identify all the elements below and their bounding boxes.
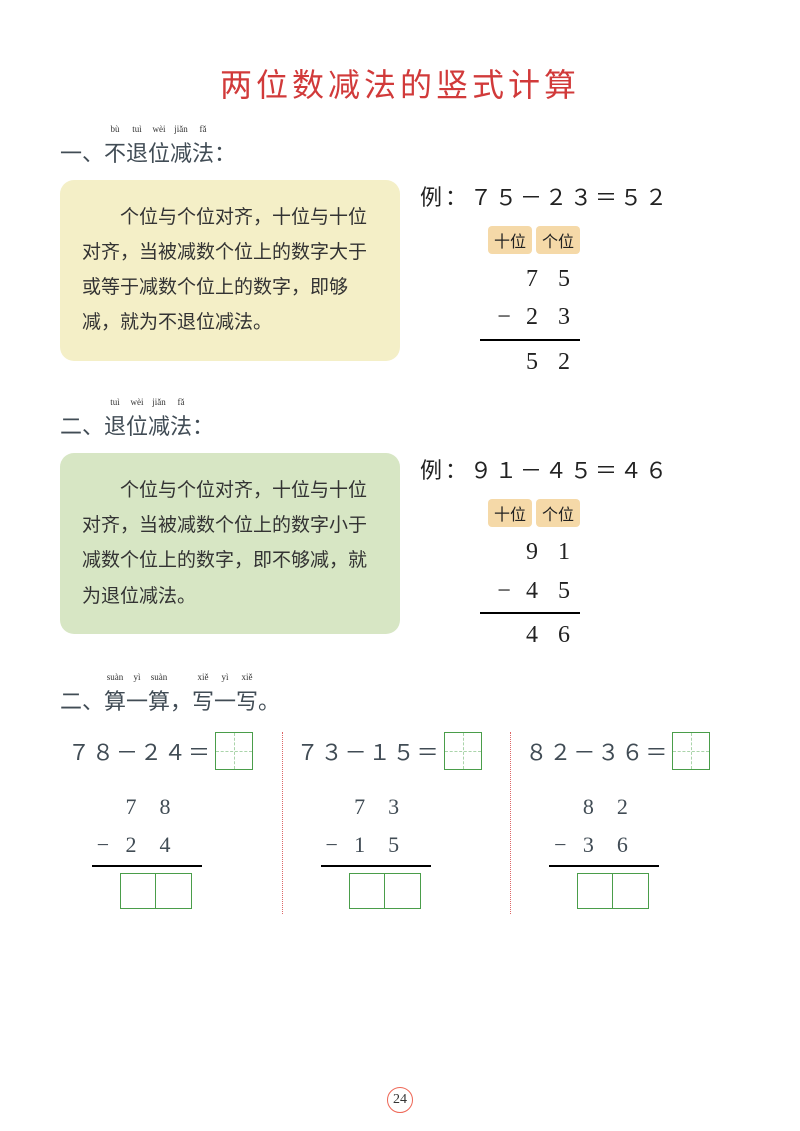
d: 6 bbox=[548, 616, 580, 654]
p-answer-row bbox=[349, 873, 431, 909]
calc1-sub: −23 bbox=[480, 298, 580, 336]
section2-pinyin: tuìwèijiǎnfǎ bbox=[104, 397, 192, 407]
example2-eq-text: ９１－４５＝４６ bbox=[470, 458, 670, 483]
section2-prefix: 二、 bbox=[60, 414, 104, 439]
p-answer-row bbox=[120, 873, 202, 909]
answer-box[interactable] bbox=[215, 732, 253, 770]
example1-vertical: 十位 个位 75 −23 52 bbox=[480, 226, 580, 381]
column-divider bbox=[510, 732, 511, 914]
section2-explain-box: 个位与个位对齐，十位与十位对齐，当被减数个位上的数字小于减数个位上的数字，即不够… bbox=[60, 453, 400, 634]
example1-eq-text: ７５－２３＝５２ bbox=[470, 185, 670, 210]
d: 4 bbox=[516, 616, 548, 654]
section2-heading-text: 退位减法： bbox=[104, 414, 214, 439]
calc1-top: 75 bbox=[480, 260, 580, 298]
p-sub: −15 bbox=[321, 826, 431, 863]
d: 9 bbox=[516, 533, 548, 571]
practice-vertical: 73 −15 bbox=[321, 788, 431, 909]
section2-heading: tuìwèijiǎnfǎ 二、退位减法： bbox=[60, 409, 740, 441]
example1-equation: 例：７５－２３＝５２ bbox=[420, 180, 740, 212]
example2-vertical: 十位 个位 91 −45 46 bbox=[480, 499, 580, 654]
calc1-line bbox=[480, 339, 580, 341]
section3-heading-text: 算一算，写一写。 bbox=[104, 689, 280, 714]
practice-problem: ７３－１５＝ 73 −15 bbox=[289, 732, 512, 914]
d: 5 bbox=[548, 572, 580, 610]
p-sub: −36 bbox=[549, 826, 659, 863]
section2-row: 个位与个位对齐，十位与十位对齐，当被减数个位上的数字小于减数个位上的数字，即不够… bbox=[60, 453, 740, 654]
answer-cell[interactable] bbox=[577, 873, 613, 909]
d: 5 bbox=[516, 343, 548, 381]
practice-eq: ８２－３６＝ bbox=[525, 732, 732, 770]
section3-prefix: 二、 bbox=[60, 689, 104, 714]
eq-text: ７３－１５＝ bbox=[297, 735, 441, 767]
minus-sign: − bbox=[492, 572, 516, 610]
section2-example: 例：９１－４５＝４６ 十位 个位 91 −45 46 bbox=[420, 453, 740, 654]
label-ones: 个位 bbox=[536, 499, 580, 527]
calc2-result: 46 bbox=[480, 616, 580, 654]
answer-cell[interactable] bbox=[385, 873, 421, 909]
label-tens: 十位 bbox=[488, 226, 532, 254]
practice-problem: ７８－２４＝ 78 −24 bbox=[60, 732, 283, 914]
d: 1 bbox=[548, 533, 580, 571]
practice-eq: ７８－２４＝ bbox=[68, 732, 275, 770]
calc2-line bbox=[480, 612, 580, 614]
section1-example: 例：７５－２３＝５２ 十位 个位 75 −23 52 bbox=[420, 180, 740, 381]
answer-cell[interactable] bbox=[156, 873, 192, 909]
section1-heading: bùtuìwèijiǎnfǎ 一、不退位减法： bbox=[60, 136, 740, 168]
section3-pinyin: suànyìsuànxiěyìxiě bbox=[104, 672, 258, 682]
section1-prefix: 一、 bbox=[60, 141, 104, 166]
d: 3 bbox=[548, 298, 580, 336]
example1-place-labels: 十位 个位 bbox=[480, 226, 580, 254]
answer-cell[interactable] bbox=[120, 873, 156, 909]
practice-vertical: 78 −24 bbox=[92, 788, 202, 909]
section3-heading: suànyìsuànxiěyìxiě 二、算一算，写一写。 bbox=[60, 684, 740, 716]
practice-area: ７８－２４＝ 78 −24 ７３－１５＝ 73 −15 bbox=[60, 732, 740, 914]
d: 2 bbox=[516, 298, 548, 336]
eq-text: ７８－２４＝ bbox=[68, 735, 212, 767]
answer-box[interactable] bbox=[672, 732, 710, 770]
p-line bbox=[92, 865, 202, 867]
label-tens: 十位 bbox=[488, 499, 532, 527]
p-top: 73 bbox=[321, 788, 431, 825]
calc1-result: 52 bbox=[480, 343, 580, 381]
p-line bbox=[321, 865, 431, 867]
practice-eq: ７３－１５＝ bbox=[297, 732, 504, 770]
answer-box[interactable] bbox=[444, 732, 482, 770]
example2-place-labels: 十位 个位 bbox=[480, 499, 580, 527]
d: 2 bbox=[548, 343, 580, 381]
p-answer-row bbox=[577, 873, 659, 909]
example1-label: 例： bbox=[420, 185, 470, 210]
practice-problem: ８２－３６＝ 82 −36 bbox=[517, 732, 740, 914]
section1-pinyin: bùtuìwèijiǎnfǎ bbox=[104, 124, 214, 134]
section1-explain-box: 个位与个位对齐，十位与十位对齐，当被减数个位上的数字大于或等于减数个位上的数字，… bbox=[60, 180, 400, 361]
section1-row: 个位与个位对齐，十位与十位对齐，当被减数个位上的数字大于或等于减数个位上的数字，… bbox=[60, 180, 740, 381]
example2-label: 例： bbox=[420, 458, 470, 483]
minus-sign: − bbox=[492, 298, 516, 336]
p-line bbox=[549, 865, 659, 867]
section1-heading-text: 不退位减法： bbox=[104, 141, 236, 166]
page-number: 24 bbox=[387, 1087, 413, 1113]
eq-text: ８２－３６＝ bbox=[525, 735, 669, 767]
column-divider bbox=[282, 732, 283, 914]
d: 5 bbox=[548, 260, 580, 298]
p-sub: −24 bbox=[92, 826, 202, 863]
answer-cell[interactable] bbox=[349, 873, 385, 909]
example2-equation: 例：９１－４５＝４６ bbox=[420, 453, 740, 485]
answer-cell[interactable] bbox=[613, 873, 649, 909]
d: 4 bbox=[516, 572, 548, 610]
p-top: 82 bbox=[549, 788, 659, 825]
calc2-sub: −45 bbox=[480, 572, 580, 610]
p-top: 78 bbox=[92, 788, 202, 825]
label-ones: 个位 bbox=[536, 226, 580, 254]
page-title: 两位数减法的竖式计算 bbox=[60, 60, 740, 106]
practice-vertical: 82 −36 bbox=[549, 788, 659, 909]
calc2-top: 91 bbox=[480, 533, 580, 571]
d: 7 bbox=[516, 260, 548, 298]
